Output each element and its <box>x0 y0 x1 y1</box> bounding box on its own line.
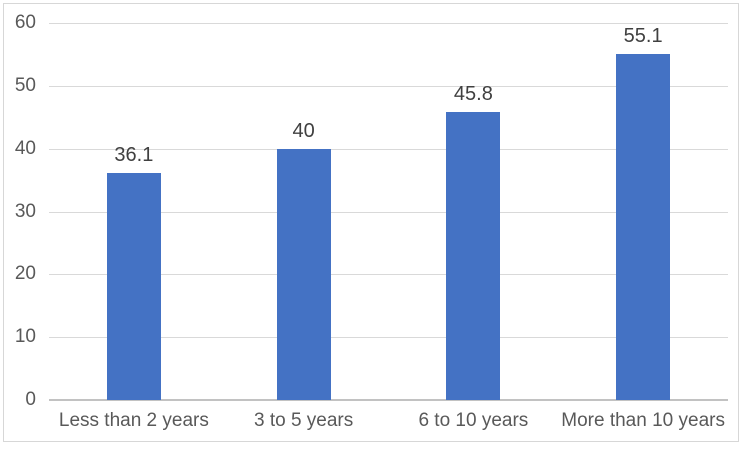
x-axis-category-label: More than 10 years <box>561 410 725 431</box>
x-axis-line <box>49 399 728 401</box>
x-axis-category-label: Less than 2 years <box>58 410 209 431</box>
x-axis-category-label: 3 to 5 years <box>253 410 354 431</box>
horizontal-gridline <box>49 274 728 276</box>
horizontal-gridline <box>49 85 728 87</box>
y-axis-tick-label: 10 <box>14 326 36 348</box>
bar-3 <box>446 112 501 400</box>
bar-value-label: 36.1 <box>114 144 154 167</box>
bar-value-label: 45.8 <box>453 83 493 106</box>
y-axis-tick-label: 20 <box>14 263 36 285</box>
y-axis-tick-label: 0 <box>25 389 36 410</box>
horizontal-gridline <box>49 148 728 150</box>
y-axis-tick-label: 60 <box>14 12 36 33</box>
y-axis-tick-label: 30 <box>14 200 36 222</box>
bar-2 <box>276 148 331 400</box>
horizontal-gridline <box>49 23 728 24</box>
y-axis-tick-label: 40 <box>14 137 36 159</box>
x-axis-category-label: 6 to 10 years <box>418 410 529 431</box>
bar-4 <box>616 53 671 400</box>
y-axis-tick-label: 50 <box>14 74 36 96</box>
bar-1 <box>106 173 161 400</box>
horizontal-gridline <box>49 211 728 213</box>
bar-value-label: 55.1 <box>623 24 663 47</box>
bar-value-label: 40 <box>292 119 315 142</box>
horizontal-gridline <box>49 337 728 339</box>
